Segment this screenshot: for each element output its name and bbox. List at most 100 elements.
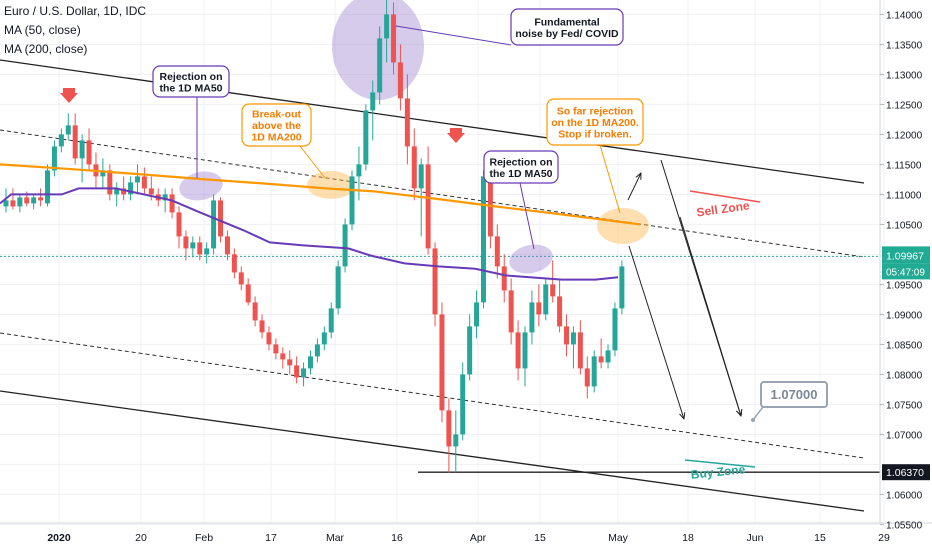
candle-body bbox=[404, 98, 410, 147]
sell-zone-label: Sell Zone bbox=[696, 198, 751, 219]
candle-body bbox=[370, 92, 376, 111]
ma50-rejection-highlight-1 bbox=[179, 171, 223, 201]
drawings: Sell Zone Buy Zone 1.07000 bbox=[60, 88, 828, 482]
target-dot bbox=[751, 418, 755, 422]
price-tick-label: 1.07000 bbox=[886, 430, 923, 441]
buy-zone-label: Buy Zone bbox=[690, 462, 746, 482]
candle-body bbox=[45, 170, 51, 204]
target-label: 1.07000 bbox=[771, 387, 818, 402]
price-tick-label: 1.13500 bbox=[886, 40, 923, 51]
candle-body bbox=[294, 365, 300, 378]
so-far-callout-text: Stop if broken. bbox=[558, 129, 632, 141]
fundamental-callout-text: noise by Fed/ COVID bbox=[515, 28, 619, 40]
breakout-callout-box bbox=[241, 103, 312, 147]
so-far-callout-text: So far rejection bbox=[557, 106, 633, 118]
time-tick-label: 16 bbox=[391, 532, 403, 544]
candle-body bbox=[584, 368, 590, 387]
candle-body bbox=[529, 302, 535, 333]
candle-body bbox=[301, 368, 307, 378]
time-tick-label: 29 bbox=[878, 532, 890, 544]
candle-body bbox=[307, 356, 313, 369]
time-tick-label: Mar bbox=[326, 532, 345, 544]
so-far-callout-pointer bbox=[599, 144, 621, 214]
time-tick-label: 2020 bbox=[47, 532, 71, 544]
time-tick-label: 15 bbox=[814, 532, 826, 544]
candle-body bbox=[356, 164, 362, 177]
fundamental-callout-pointer bbox=[395, 25, 512, 46]
candle-body bbox=[397, 62, 403, 99]
candle-body bbox=[314, 344, 320, 357]
candle-body bbox=[107, 170, 113, 195]
time-tick-label: 17 bbox=[265, 532, 277, 544]
channel-lines bbox=[0, 59, 880, 512]
candle-body bbox=[508, 290, 514, 333]
ma200-rejection-highlight bbox=[597, 208, 649, 244]
candle-body bbox=[197, 242, 203, 255]
red-down-arrow bbox=[60, 88, 78, 103]
candle-body bbox=[363, 110, 369, 165]
candle-body bbox=[128, 182, 134, 195]
rejection2-callout-text: Rejection on bbox=[489, 156, 552, 168]
candle-body bbox=[183, 236, 189, 249]
legend-ma200: MA (200, close) bbox=[4, 42, 88, 56]
candle-body bbox=[425, 164, 431, 249]
rejection2-callout-text: the 1D MA50 bbox=[489, 168, 552, 180]
candle-body bbox=[280, 353, 286, 360]
current-price-label: 1.09967 bbox=[886, 250, 924, 262]
channel-mid-upper-line bbox=[0, 129, 865, 258]
candle-body bbox=[418, 164, 424, 189]
price-tick-label: 1.12500 bbox=[886, 100, 923, 111]
buy-zone-price-badge bbox=[882, 464, 930, 481]
legend-ma50: MA (50, close) bbox=[4, 23, 81, 37]
legend-symbol: Euro / U.S. Dollar, 1D, IDC bbox=[4, 4, 147, 18]
candle-body bbox=[58, 134, 64, 147]
candle-body bbox=[3, 200, 9, 207]
candle-body bbox=[439, 314, 445, 411]
candle-body bbox=[65, 125, 71, 135]
candle-body bbox=[10, 200, 16, 207]
candle-body bbox=[446, 410, 452, 447]
candle-body bbox=[86, 140, 92, 165]
candle-body bbox=[224, 236, 230, 255]
price-tick-label: 1.06000 bbox=[886, 490, 923, 501]
price-tick-label: 1.09500 bbox=[886, 280, 923, 291]
current-price-badge bbox=[882, 246, 930, 264]
countdown-label: 05:47:09 bbox=[886, 267, 925, 278]
candle-body bbox=[335, 266, 341, 309]
chart-legend: Euro / U.S. Dollar, 1D, IDC MA (50, clos… bbox=[4, 2, 146, 59]
target-box bbox=[760, 381, 828, 408]
breakout-callout-text: above the bbox=[252, 120, 301, 132]
breakout-up-arrow bbox=[627, 173, 641, 201]
time-tick-label: May bbox=[608, 532, 629, 544]
candle-body bbox=[342, 224, 348, 267]
time-tick-label: Jun bbox=[747, 532, 764, 544]
candle-body bbox=[550, 284, 556, 297]
price-tick-label: 1.05500 bbox=[886, 520, 923, 531]
sell-zone-drop-arrow bbox=[679, 216, 741, 416]
candle-body bbox=[467, 326, 473, 375]
ma50-line bbox=[0, 187, 619, 281]
candle-body bbox=[141, 176, 147, 189]
fundamental-callout-box bbox=[510, 8, 624, 46]
candle-body bbox=[328, 308, 334, 333]
candle-body bbox=[432, 248, 438, 315]
candle-body bbox=[211, 200, 217, 249]
so-far-callout-box bbox=[546, 98, 644, 146]
price-tick-label: 1.09000 bbox=[886, 310, 923, 321]
candle-body bbox=[204, 248, 210, 255]
candle-body bbox=[391, 14, 397, 63]
rejection1-callout-text: Rejection on bbox=[159, 71, 222, 83]
time-tick-label: 20 bbox=[135, 532, 147, 544]
candle-body bbox=[543, 284, 549, 315]
breakout-callout-pointer bbox=[299, 145, 326, 179]
time-tick-label: 15 bbox=[534, 532, 546, 544]
candle-body bbox=[557, 296, 563, 327]
candle-body bbox=[17, 197, 23, 207]
candle-body bbox=[162, 194, 168, 201]
candle-body bbox=[570, 332, 576, 345]
candle-body bbox=[501, 266, 507, 291]
so-far-callout-text: on the 1D MA200. bbox=[551, 117, 639, 129]
candle-body bbox=[287, 359, 293, 366]
